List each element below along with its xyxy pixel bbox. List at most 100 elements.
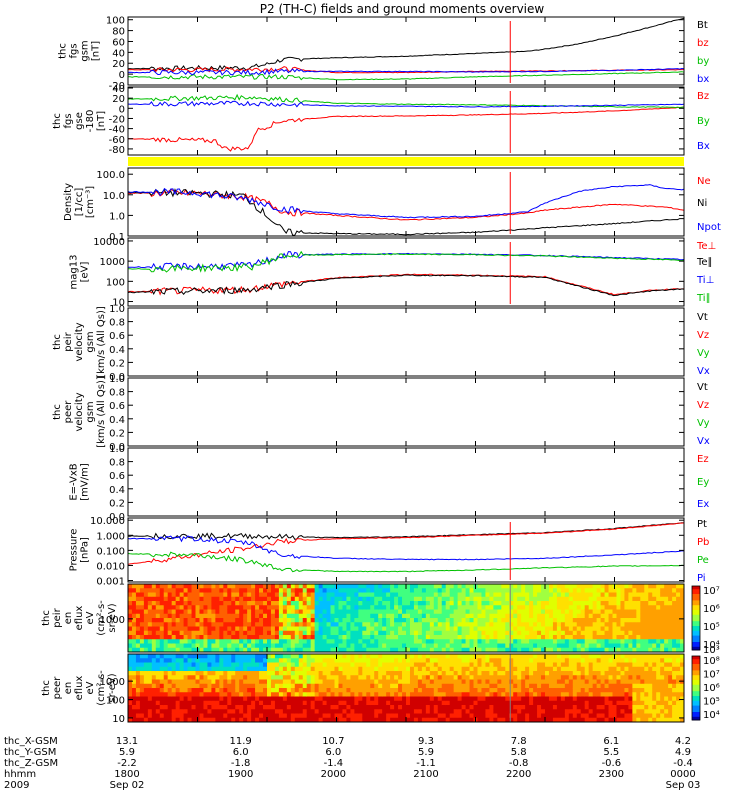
spectrogram-cell — [358, 658, 363, 663]
spectrogram-cell — [429, 662, 435, 668]
spectrogram-cell — [449, 705, 455, 710]
colorbar-cell — [692, 665, 700, 668]
spectrogram-cell — [263, 654, 268, 659]
spectrogram-cell — [560, 700, 566, 706]
spectrogram-cell — [560, 705, 566, 710]
spectrogram-cell — [139, 643, 145, 649]
spectrogram-cell — [243, 713, 248, 719]
spectrogram-cell — [485, 683, 490, 689]
spectrogram-cell — [259, 584, 264, 589]
spectrogram-cell — [326, 647, 331, 653]
spectrogram-cell — [231, 605, 236, 610]
spectrogram-cell — [147, 696, 153, 702]
spectrogram-cell — [263, 630, 268, 636]
spectrogram-cell — [195, 605, 200, 610]
spectrogram-cell — [235, 692, 240, 697]
spectrogram-cell — [636, 618, 641, 623]
spectrogram-cell — [211, 662, 216, 668]
spectrogram-cell — [433, 692, 439, 697]
spectrogram-cell — [290, 601, 296, 606]
fgs-gse-ylabel: thc fgs gse -180 [nT] — [52, 110, 107, 133]
spectrogram-cell — [227, 647, 232, 653]
e-field-ylabel: E=-VxB [mV/m] — [69, 463, 91, 501]
spectrogram-cell — [386, 626, 391, 632]
spectrogram-cell — [263, 666, 268, 672]
spectrogram-cell — [433, 639, 439, 644]
spectrogram-cell — [211, 671, 216, 676]
spectrogram-cell — [672, 635, 677, 640]
spectrogram-cell — [461, 635, 466, 640]
spectrogram-cell — [402, 683, 407, 689]
spectrogram-cell — [128, 643, 133, 649]
spectrogram-cell — [429, 717, 435, 723]
spectrogram-cell — [588, 584, 594, 589]
spectrogram-cell — [453, 609, 459, 615]
spectrogram-cell — [481, 626, 486, 632]
spectrogram-cell — [576, 654, 582, 659]
spectrogram-cell — [620, 630, 625, 636]
spectrogram-cell — [541, 675, 546, 680]
spectrogram-cell — [580, 605, 586, 610]
spectrogram-cell — [290, 618, 296, 623]
spectrogram-cell — [147, 654, 153, 659]
spectrogram-cell — [259, 671, 264, 676]
spectrogram-cell — [378, 683, 383, 689]
spectrogram-cell — [215, 705, 220, 710]
spectrogram-cell — [604, 635, 609, 640]
spectrogram-cell — [274, 709, 280, 714]
spectrogram-cell — [243, 596, 248, 602]
spectrogram-cell — [128, 662, 133, 668]
spectrogram-cell — [255, 592, 260, 598]
spectrogram-cell — [247, 688, 252, 693]
spectrogram-cell — [580, 717, 586, 723]
spectrogram-cell — [255, 605, 260, 610]
spectrogram-cell — [441, 688, 447, 693]
spectrogram-cell — [441, 692, 447, 697]
spectrogram-cell — [580, 662, 586, 668]
spectrogram-cell — [282, 584, 288, 589]
spectrogram-cell — [310, 635, 316, 640]
spectrogram-cell — [421, 643, 427, 649]
spectrogram-cell — [390, 605, 395, 610]
spectrogram-cell — [378, 696, 383, 702]
spectrogram-cell — [406, 639, 411, 644]
spectrogram-cell — [632, 671, 637, 676]
spectrogram-cell — [517, 588, 522, 593]
spectrogram-cell — [294, 596, 300, 602]
spectrogram-cell — [680, 584, 685, 589]
spectrogram-cell — [282, 609, 288, 615]
spectrogram-cell — [541, 654, 546, 659]
spectrogram-cell — [155, 626, 161, 632]
spectrogram-cell — [235, 622, 240, 627]
spectrogram-cell — [191, 601, 196, 606]
series-line-temperature-1 — [127, 274, 685, 297]
spectrogram-cell — [624, 700, 629, 706]
colorbar-cell — [692, 716, 700, 719]
spectrogram-cell — [203, 613, 208, 619]
spectrogram-cell — [251, 683, 256, 689]
spectrogram-cell — [386, 705, 391, 710]
spectrogram-cell — [640, 683, 645, 689]
spectrogram-cell — [652, 717, 657, 723]
spectrogram-cell — [207, 618, 212, 623]
ylabel-line: peir — [52, 607, 63, 627]
spectrogram-cell — [286, 705, 292, 710]
spectrogram-cell — [131, 588, 137, 593]
spectrogram-cell — [636, 592, 641, 598]
spectrogram-cell — [358, 705, 363, 710]
spectrogram-cell — [660, 605, 665, 610]
spectrogram-cell — [453, 705, 459, 710]
spectrogram-cell — [386, 666, 391, 672]
spectrogram-cell — [362, 666, 367, 672]
spectrogram-cell — [525, 647, 530, 653]
spectrogram-cell — [143, 688, 149, 693]
spectrogram-cell — [207, 696, 212, 702]
spectrogram-cell — [207, 713, 212, 719]
spectrogram-cell — [640, 618, 645, 623]
spectrogram-cell — [676, 666, 681, 672]
spectrogram-cell — [211, 683, 216, 689]
spectrogram-cell — [362, 622, 367, 627]
spectrogram-cell — [346, 696, 351, 702]
spectrogram-cell — [445, 675, 451, 680]
